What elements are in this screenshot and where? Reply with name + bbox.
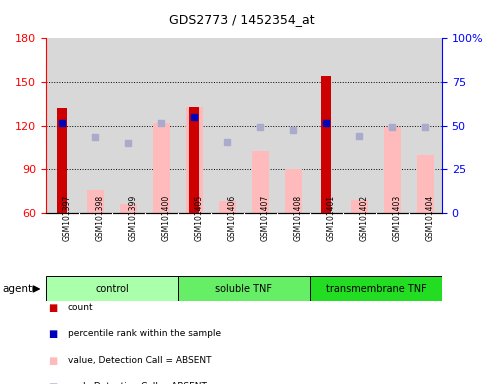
Text: ■: ■: [48, 356, 57, 366]
Bar: [46, 276, 178, 301]
Bar: [351, 200, 368, 213]
Text: ■: ■: [48, 329, 57, 339]
Bar: [87, 190, 104, 213]
Text: GSM101404: GSM101404: [426, 195, 434, 241]
Bar: [252, 151, 269, 213]
Text: GSM101405: GSM101405: [194, 195, 203, 241]
Text: GSM101399: GSM101399: [128, 195, 137, 241]
Bar: [120, 204, 137, 213]
Text: percentile rank within the sample: percentile rank within the sample: [68, 329, 221, 338]
Bar: [310, 276, 442, 301]
Bar: [417, 155, 434, 213]
Text: GSM101407: GSM101407: [260, 195, 270, 241]
Text: GDS2773 / 1452354_at: GDS2773 / 1452354_at: [169, 13, 314, 26]
Text: rank, Detection Call = ABSENT: rank, Detection Call = ABSENT: [68, 382, 207, 384]
Text: GSM101403: GSM101403: [392, 195, 401, 241]
Text: GSM101408: GSM101408: [293, 195, 302, 241]
Bar: [384, 127, 401, 213]
Text: GSM101402: GSM101402: [359, 195, 369, 241]
Text: agent: agent: [2, 284, 32, 294]
Text: GSM101398: GSM101398: [95, 195, 104, 241]
Text: GSM101397: GSM101397: [62, 195, 71, 241]
Text: ■: ■: [48, 382, 57, 384]
Bar: [153, 123, 170, 213]
Text: count: count: [68, 303, 93, 312]
Text: soluble TNF: soluble TNF: [215, 284, 272, 294]
Bar: [285, 169, 302, 213]
Bar: [178, 276, 310, 301]
Bar: [57, 108, 67, 213]
Text: ■: ■: [48, 303, 57, 313]
Text: transmembrane TNF: transmembrane TNF: [326, 284, 426, 294]
Text: control: control: [95, 284, 129, 294]
Text: GSM101406: GSM101406: [227, 195, 236, 241]
Text: GSM101401: GSM101401: [327, 195, 335, 241]
Text: GSM101400: GSM101400: [161, 195, 170, 241]
Bar: [186, 107, 203, 213]
Text: value, Detection Call = ABSENT: value, Detection Call = ABSENT: [68, 356, 211, 364]
Bar: [322, 76, 331, 213]
Bar: [219, 202, 236, 213]
Bar: [189, 107, 199, 213]
